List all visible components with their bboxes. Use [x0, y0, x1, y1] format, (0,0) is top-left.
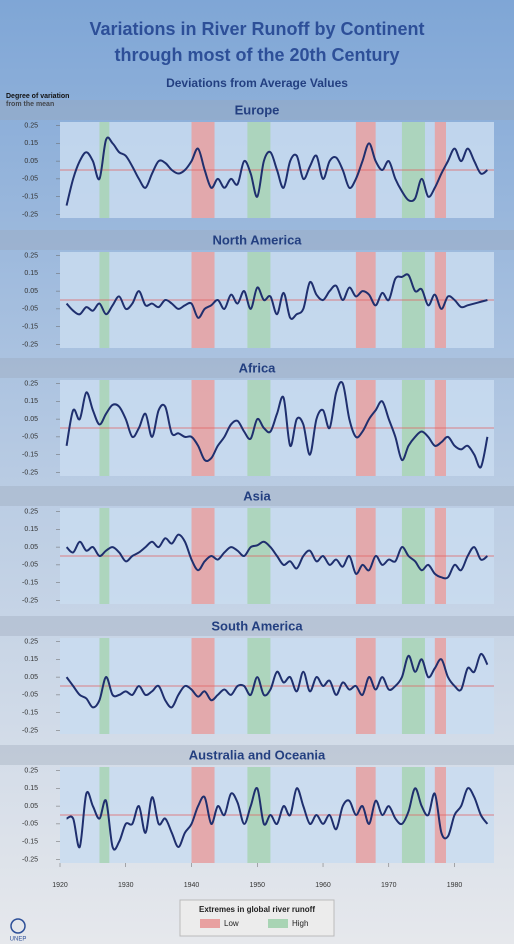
x-tick-label: 1980: [447, 882, 463, 889]
y-tick-label: -0.05: [22, 306, 38, 313]
legend: Low High: [200, 919, 308, 928]
y-tick-label: 0.05: [24, 803, 38, 810]
y-tick-label: 0.15: [24, 398, 38, 405]
runoff-line: [65, 273, 488, 320]
y-tick-label: 0.15: [24, 785, 38, 792]
y-tick-label: 0.25: [24, 380, 38, 387]
y-tick-label: -0.15: [22, 710, 38, 717]
gap-strip: [0, 486, 514, 506]
x-tick-label: 1950: [249, 882, 265, 889]
legend-box: [179, 899, 335, 937]
y-tick-label: 0.25: [24, 122, 38, 129]
y-tick-label: -0.15: [22, 324, 38, 331]
title: Variations in River Runoff by Continent: [89, 19, 424, 39]
panel-title: Africa: [239, 360, 277, 375]
high-swatch: [268, 919, 288, 928]
x-tick-label: 1960: [315, 882, 331, 889]
x-tick-label: 1940: [184, 882, 200, 889]
gap-strip: [0, 100, 514, 120]
y-tick-label: -0.25: [22, 341, 38, 348]
panel-title: South America: [211, 618, 303, 633]
low-swatch: [200, 919, 220, 928]
y-tick-label: -0.15: [22, 839, 38, 846]
panel-title: Australia and Oceania: [189, 747, 326, 762]
y-label: from the mean: [6, 101, 54, 108]
y-tick-label: -0.05: [22, 821, 38, 828]
y-tick-label: 0.15: [24, 140, 38, 147]
y-tick-label: -0.05: [22, 562, 38, 569]
y-tick-label: 0.25: [24, 252, 38, 259]
y-tick-label: -0.05: [22, 176, 38, 183]
y-tick-label: 0.15: [24, 270, 38, 277]
runoff-line: [66, 787, 489, 851]
y-tick-label: -0.25: [22, 597, 38, 604]
x-tick-label: 1930: [118, 882, 134, 889]
legend-title: Extremes in global river runoff: [199, 905, 315, 914]
y-tick-label: -0.15: [22, 580, 38, 587]
y-tick-label: 0.05: [24, 288, 38, 295]
y-tick-label: 0.05: [24, 544, 38, 551]
gap-strip: [0, 616, 514, 636]
y-tick-label: 0.25: [24, 767, 38, 774]
panel-title: Europe: [235, 102, 280, 117]
y-tick-label: -0.05: [22, 692, 38, 699]
runoff-line: [65, 533, 489, 580]
y-tick-label: -0.15: [22, 194, 38, 201]
gap-strip: [0, 745, 514, 765]
x-tick-label: 1970: [381, 882, 397, 889]
y-tick-label: -0.25: [22, 469, 38, 476]
panel-title: Asia: [243, 488, 271, 503]
y-tick-label: -0.25: [22, 856, 38, 863]
y-tick-label: -0.25: [22, 727, 38, 734]
y-tick-label: -0.25: [22, 211, 38, 218]
subtitle: Deviations from Average Values: [166, 76, 348, 90]
y-tick-label: 0.15: [24, 656, 38, 663]
y-tick-label: 0.15: [24, 526, 38, 533]
y-tick-label: 0.05: [24, 416, 38, 423]
y-tick-label: 0.05: [24, 674, 38, 681]
panels: Europe 0.25 0.15 0.05 -0.05 -0.15 -0.25 North A…: [0, 100, 514, 889]
runoff-line: [65, 136, 489, 206]
legend-label: Low: [224, 919, 239, 928]
y-tick-label: 0.05: [24, 158, 38, 165]
y-tick-label: 0.25: [24, 508, 38, 515]
y-tick-label: -0.15: [22, 452, 38, 459]
panel-title: North America: [212, 232, 302, 247]
runoff-line: [65, 652, 489, 709]
y-label: Degree of variation: [6, 93, 69, 100]
legend-label: High: [292, 919, 308, 928]
x-tick-label: 1920: [52, 882, 68, 889]
gap-strip: [0, 230, 514, 250]
logo: UNEP: [10, 937, 27, 943]
logo-icon: [10, 918, 26, 934]
y-tick-label: -0.05: [22, 434, 38, 441]
y-tick-label: 0.25: [24, 638, 38, 645]
title: through most of the 20th Century: [115, 45, 400, 65]
runoff-line: [65, 381, 489, 469]
gap-strip: [0, 358, 514, 378]
